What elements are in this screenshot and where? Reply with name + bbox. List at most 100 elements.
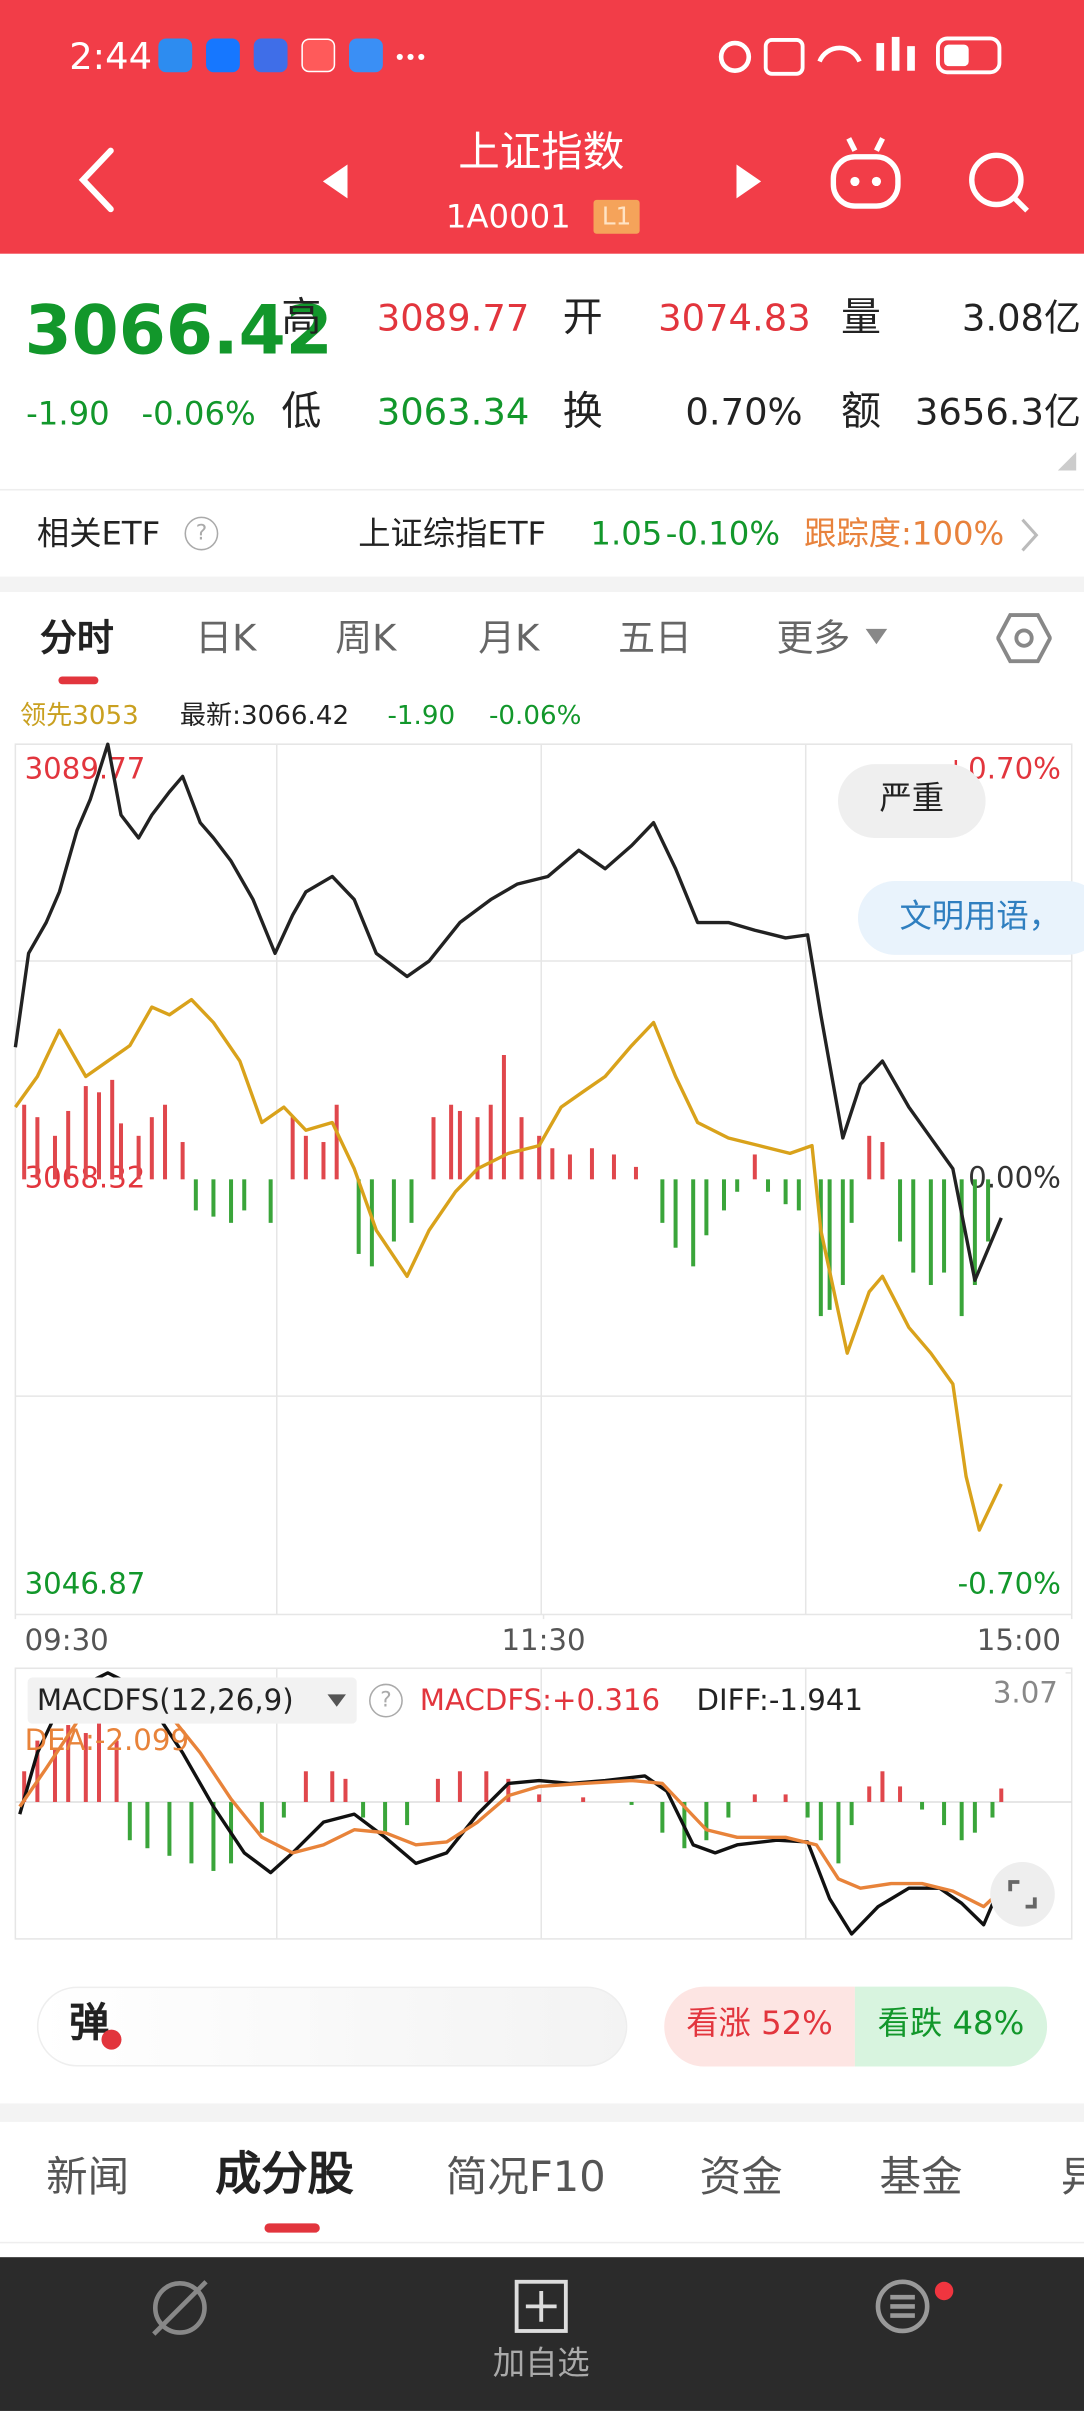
settings-button[interactable] <box>996 612 1052 664</box>
prev-button[interactable] <box>322 164 348 199</box>
chart-tab[interactable]: 月K <box>478 616 540 660</box>
level-badge: L1 <box>593 199 640 234</box>
assistant-button[interactable] <box>830 137 901 209</box>
bar <box>783 1179 788 1205</box>
bar <box>898 1786 903 1802</box>
bar <box>361 1801 366 1818</box>
field-value: 3.08亿 <box>961 296 1081 340</box>
add-watchlist-button[interactable] <box>514 2279 568 2333</box>
bar <box>290 1117 295 1180</box>
bar <box>752 1154 757 1180</box>
content-tab[interactable]: 基金 <box>879 2154 963 2202</box>
leading-index: 领先3053 <box>19 701 139 732</box>
status-icon <box>253 38 288 73</box>
fullscreen-button[interactable] <box>989 1860 1057 1928</box>
bar <box>66 1110 71 1180</box>
bullish-text: 看涨 52% <box>686 2005 833 2042</box>
bar <box>83 1733 88 1802</box>
content-tab[interactable]: 成分股 <box>215 2148 354 2202</box>
etf-name[interactable]: 上证综指ETF <box>358 515 547 552</box>
legend-entry: DIFF:-1.941 <box>696 1683 864 1718</box>
bar <box>356 1179 361 1254</box>
field-label: 开 <box>562 295 603 342</box>
indicator-selector[interactable] <box>27 1677 357 1724</box>
bar <box>303 1771 308 1802</box>
bar <box>537 1794 542 1802</box>
content-tab[interactable]: 简况F10 <box>445 2154 606 2202</box>
bar <box>405 1801 410 1826</box>
bar <box>211 1179 216 1217</box>
help-icon[interactable]: ? <box>369 1683 403 1718</box>
bar <box>163 1104 168 1180</box>
comment-text: 严重 <box>879 779 945 817</box>
menu-button[interactable] <box>875 2279 930 2334</box>
price-change-pct: -0.06% <box>141 395 256 433</box>
chart-tab[interactable]: 更多 <box>776 616 851 660</box>
bar <box>959 1801 964 1841</box>
bar <box>920 1801 925 1810</box>
bar <box>484 1771 489 1802</box>
status-icon <box>301 38 336 73</box>
tab-indicator <box>58 676 99 685</box>
bar <box>303 1135 308 1180</box>
bar <box>880 1142 885 1180</box>
next-button[interactable] <box>736 164 762 199</box>
nav-label: 加自选 <box>492 2344 590 2382</box>
indicator-title: MACDFS(12,26,9) <box>36 1683 294 1718</box>
y-tick-label: 3046.87 <box>25 1566 146 1600</box>
search-button[interactable] <box>969 152 1030 213</box>
content-tab[interactable]: 异 <box>1061 2157 1084 2199</box>
bar <box>999 1788 1004 1802</box>
bar <box>35 1117 40 1180</box>
bar <box>136 1135 141 1180</box>
bar <box>457 1771 462 1802</box>
back-button[interactable] <box>78 147 114 213</box>
bar <box>281 1801 286 1818</box>
chart-tab[interactable]: 周K <box>335 616 397 660</box>
chevron[interactable] <box>1018 517 1043 554</box>
bar <box>849 1801 854 1826</box>
bar <box>691 1179 696 1267</box>
chart-tab[interactable]: 五日 <box>618 616 692 660</box>
bar <box>796 1179 801 1211</box>
bar <box>735 1179 740 1192</box>
bar <box>629 1801 634 1805</box>
bullet-input[interactable] <box>36 1986 628 2067</box>
bar <box>229 1179 234 1223</box>
bar <box>818 1179 823 1317</box>
bar <box>942 1179 947 1273</box>
bar <box>127 1801 132 1841</box>
latest-price: 最新:3066.42 <box>179 701 350 732</box>
compare-button[interactable] <box>152 2280 208 2336</box>
y-tick-label: 3089.77 <box>25 751 146 785</box>
bar <box>52 1135 57 1180</box>
help-icon[interactable]: ? <box>184 516 219 551</box>
expand-corner[interactable] <box>1057 452 1077 471</box>
bar <box>501 1055 506 1180</box>
bar <box>840 1179 845 1286</box>
bar <box>119 1123 124 1180</box>
bearish-button[interactable] <box>854 1986 1048 2067</box>
bar <box>506 1778 511 1802</box>
bar <box>783 1794 788 1802</box>
bar <box>726 1801 731 1818</box>
charts: 3046.873068.323089.77-0.70%0.00%+0.70%09… <box>13 742 1073 1940</box>
content-tab[interactable]: 资金 <box>699 2154 783 2202</box>
bar <box>457 1110 462 1180</box>
bar <box>972 1801 977 1833</box>
bullish-button[interactable] <box>664 1986 855 2067</box>
etf-change: -0.10% <box>665 515 781 552</box>
chart-tab[interactable]: 分时 <box>39 616 114 660</box>
legend-entry: DEA:-2.099 <box>24 1723 190 1758</box>
bar <box>383 1801 388 1833</box>
content-tab[interactable]: 新闻 <box>46 2154 130 2202</box>
dropdown-arrow <box>865 628 888 645</box>
etf-label: 相关ETF <box>36 515 161 552</box>
bar <box>189 1801 194 1864</box>
chart-tab[interactable]: 日K <box>195 616 257 660</box>
bar <box>114 1740 119 1802</box>
section-gap <box>0 576 1084 592</box>
bar <box>827 1179 832 1310</box>
bar <box>942 1801 947 1826</box>
